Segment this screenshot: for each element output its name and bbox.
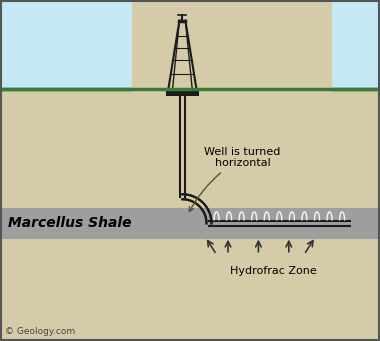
Bar <box>132 0 332 341</box>
Text: Marcellus Shale: Marcellus Shale <box>8 216 131 231</box>
Text: Well is turned
horizontal: Well is turned horizontal <box>189 147 280 211</box>
Bar <box>166 88 199 96</box>
Bar <box>0 89 380 341</box>
Text: Hydrofrac Zone: Hydrofrac Zone <box>230 266 317 276</box>
Bar <box>166 88 199 96</box>
Text: © Geology.com: © Geology.com <box>5 327 75 336</box>
Bar <box>0 208 380 239</box>
Bar <box>0 208 380 239</box>
Bar <box>0 0 380 89</box>
